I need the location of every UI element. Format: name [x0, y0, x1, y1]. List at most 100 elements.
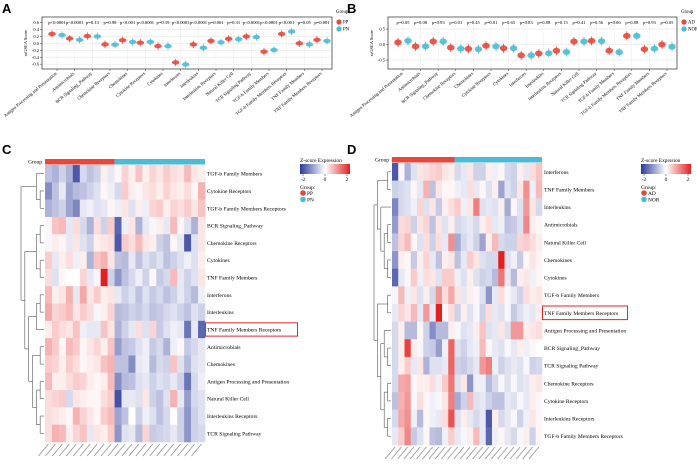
heatmap-cell	[435, 304, 443, 322]
heatmap-cell	[45, 165, 53, 183]
heatmap-cell	[149, 355, 157, 374]
heatmap-cell	[45, 303, 53, 322]
heatmap-cell	[156, 320, 164, 339]
heatmap-cell	[72, 338, 81, 356]
heatmap-cell	[485, 409, 493, 428]
heatmap-cell	[535, 251, 543, 270]
heatmap-cell	[504, 286, 512, 305]
heatmap-cell	[114, 372, 122, 391]
heatmap-cell	[142, 372, 150, 391]
heatmap-cell	[128, 199, 136, 218]
heatmap-cell	[529, 215, 537, 234]
heatmap-cell	[100, 286, 108, 304]
sample-label-mark	[45, 443, 56, 457]
heatmap-cell	[198, 199, 206, 218]
sample-label-mark	[100, 443, 112, 457]
heatmap-cell	[198, 165, 206, 183]
heatmap-cell	[398, 268, 405, 287]
heatmap-cell	[517, 268, 524, 287]
heatmap-cell	[435, 392, 443, 411]
heatmap-cell	[423, 163, 430, 181]
heatmap-cell	[535, 339, 543, 358]
heatmap-cell	[170, 251, 178, 270]
colorbar-tick-label: -2	[301, 177, 306, 183]
heatmap-cell	[107, 234, 115, 252]
heatmap-cell	[58, 216, 67, 235]
heatmap-cell	[72, 268, 81, 287]
heatmap-cell	[435, 198, 443, 217]
heatmap-cell	[517, 163, 524, 181]
heatmap-cell	[100, 199, 108, 218]
heatmap-cell	[135, 338, 143, 356]
heatmap-cell	[142, 268, 150, 287]
heatmap-cell	[58, 407, 67, 425]
heatmap-cell	[429, 215, 437, 234]
heatmap-cell	[523, 339, 530, 358]
heatmap-cell	[149, 320, 157, 339]
heatmap-cell	[510, 233, 518, 252]
heatmap-cell	[435, 163, 443, 181]
heatmap-cell	[58, 390, 67, 408]
heatmap-cell	[51, 338, 60, 356]
heatmap-cell	[149, 199, 157, 218]
row-label: Antigen Processing and Presentation	[544, 328, 626, 334]
row-label: TNF Family Members Receptors	[207, 327, 281, 333]
heatmap-cell	[498, 374, 505, 393]
heatmap-cell	[114, 286, 122, 304]
heatmap-cell	[177, 303, 185, 322]
heatmap-cell	[498, 233, 505, 252]
heatmap-cell	[128, 407, 136, 425]
heatmap-cell	[442, 409, 449, 428]
heatmap-cell	[498, 215, 505, 234]
heatmap-cell	[492, 215, 499, 234]
heatmap-cell	[107, 320, 115, 339]
legend-swatch-pp	[300, 190, 306, 196]
heatmap-cell	[523, 286, 530, 305]
heatmap-cell	[65, 234, 74, 252]
sample-label-mark	[397, 446, 408, 460]
heatmap-cell	[198, 407, 206, 425]
heatmap-cell	[510, 356, 518, 375]
heatmap-cell	[473, 321, 480, 340]
heatmap-cell	[177, 268, 185, 287]
heatmap-cell	[170, 182, 178, 200]
sample-label-mark	[484, 446, 496, 460]
heatmap-cell	[65, 251, 74, 270]
heatmap-cell	[93, 372, 101, 391]
heatmap-cell	[142, 286, 150, 304]
heatmap-cell	[177, 390, 185, 408]
group-legend-title: Group:	[300, 185, 316, 191]
heatmap-cell	[398, 374, 405, 393]
heatmap-cell	[114, 390, 122, 408]
heatmap-cell	[58, 165, 67, 183]
heatmap-cell	[517, 215, 524, 234]
heatmap-cell	[404, 251, 412, 270]
row-label: BCR Signaling_Pathway	[207, 224, 263, 230]
heatmap-cell	[135, 320, 143, 339]
heatmap-cell	[435, 233, 443, 252]
heatmap-cell	[93, 182, 101, 200]
heatmap-cell	[529, 198, 537, 217]
category-label: Chemokine Receptors	[422, 71, 457, 101]
heatmap-cell	[479, 286, 487, 305]
row-label: TGF-b Family Members	[544, 293, 599, 299]
heatmap-cell	[404, 180, 412, 199]
heatmap-cell	[191, 216, 199, 235]
category-label: Antigen Processing and Presentation	[3, 70, 58, 118]
heatmap-cell	[184, 182, 192, 200]
row-label: Antimicrobials	[207, 345, 241, 351]
heatmap-cell	[86, 355, 94, 374]
heatmap-cell	[198, 182, 206, 200]
heatmap-cell	[156, 303, 164, 322]
heatmap-cell	[435, 409, 443, 428]
heatmap-cell	[517, 374, 524, 393]
heatmap-cell	[72, 165, 81, 183]
heatmap-cell	[121, 182, 129, 200]
heatmap-cell	[473, 233, 480, 252]
sample-label-mark	[170, 443, 181, 457]
y-tick-label: -0.4	[32, 55, 40, 60]
heatmap-cell	[410, 163, 418, 181]
heatmap-cell	[535, 392, 543, 411]
sample-label-mark	[391, 446, 402, 460]
colorbar-tick-label: -2	[642, 177, 647, 183]
